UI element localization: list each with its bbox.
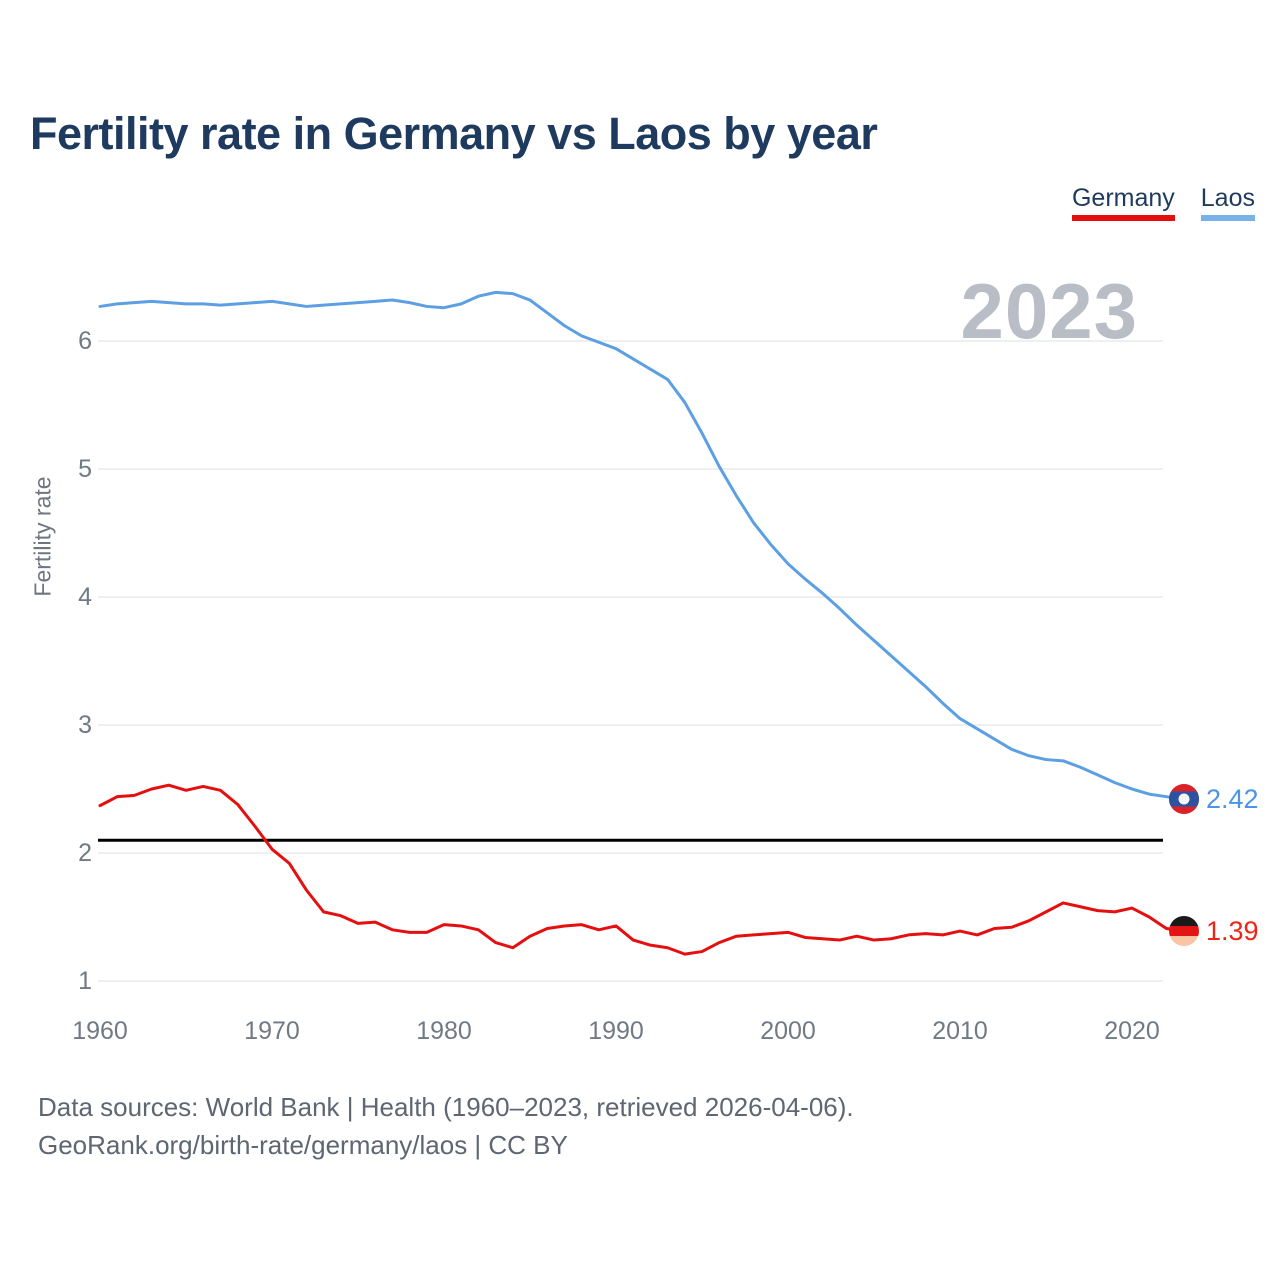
year-watermark: 2023: [960, 267, 1138, 355]
germany-flag-icon: [1168, 916, 1199, 947]
legend-label-germany: Germany: [1071, 184, 1175, 212]
y-tick-label: 5: [78, 455, 92, 483]
attribution-line: GeoRank.org/birth-rate/germany/laos | CC…: [38, 1130, 568, 1160]
legend-color-bar-laos: [1200, 215, 1255, 221]
y-tick-label: 4: [78, 583, 92, 611]
x-tick-label: 2000: [760, 1017, 816, 1045]
legend: Germany Laos: [1071, 184, 1255, 221]
germany-end-value: 1.39: [1206, 916, 1259, 947]
series-line-laos: [98, 290, 1186, 801]
legend-item-germany[interactable]: Germany: [1071, 184, 1175, 221]
footer: Data sources: World Bank | Health (1960–…: [38, 1088, 854, 1164]
x-tick-label: 1980: [416, 1017, 472, 1045]
legend-item-laos[interactable]: Laos: [1200, 184, 1255, 221]
legend-color-bar-germany: [1071, 215, 1175, 221]
y-tick-label: 2: [78, 839, 92, 867]
y-tick-label: 6: [78, 327, 92, 355]
laos-end-value: 2.42: [1206, 784, 1259, 815]
series-line-germany: [98, 783, 1186, 956]
x-tick-label: 1970: [244, 1017, 300, 1045]
x-tick-label: 1990: [588, 1017, 644, 1045]
x-tick-label: 1960: [72, 1017, 128, 1045]
y-tick-label: 1: [78, 967, 92, 995]
laos-flag-icon: [1168, 784, 1199, 815]
legend-label-laos: Laos: [1200, 184, 1255, 212]
y-tick-label: 3: [78, 711, 92, 739]
data-sources-line: Data sources: World Bank | Health (1960–…: [38, 1092, 854, 1122]
x-tick-label: 2020: [1104, 1017, 1160, 1045]
x-tick-label: 2010: [932, 1017, 988, 1045]
page-title: Fertility rate in Germany vs Laos by yea…: [30, 108, 878, 159]
